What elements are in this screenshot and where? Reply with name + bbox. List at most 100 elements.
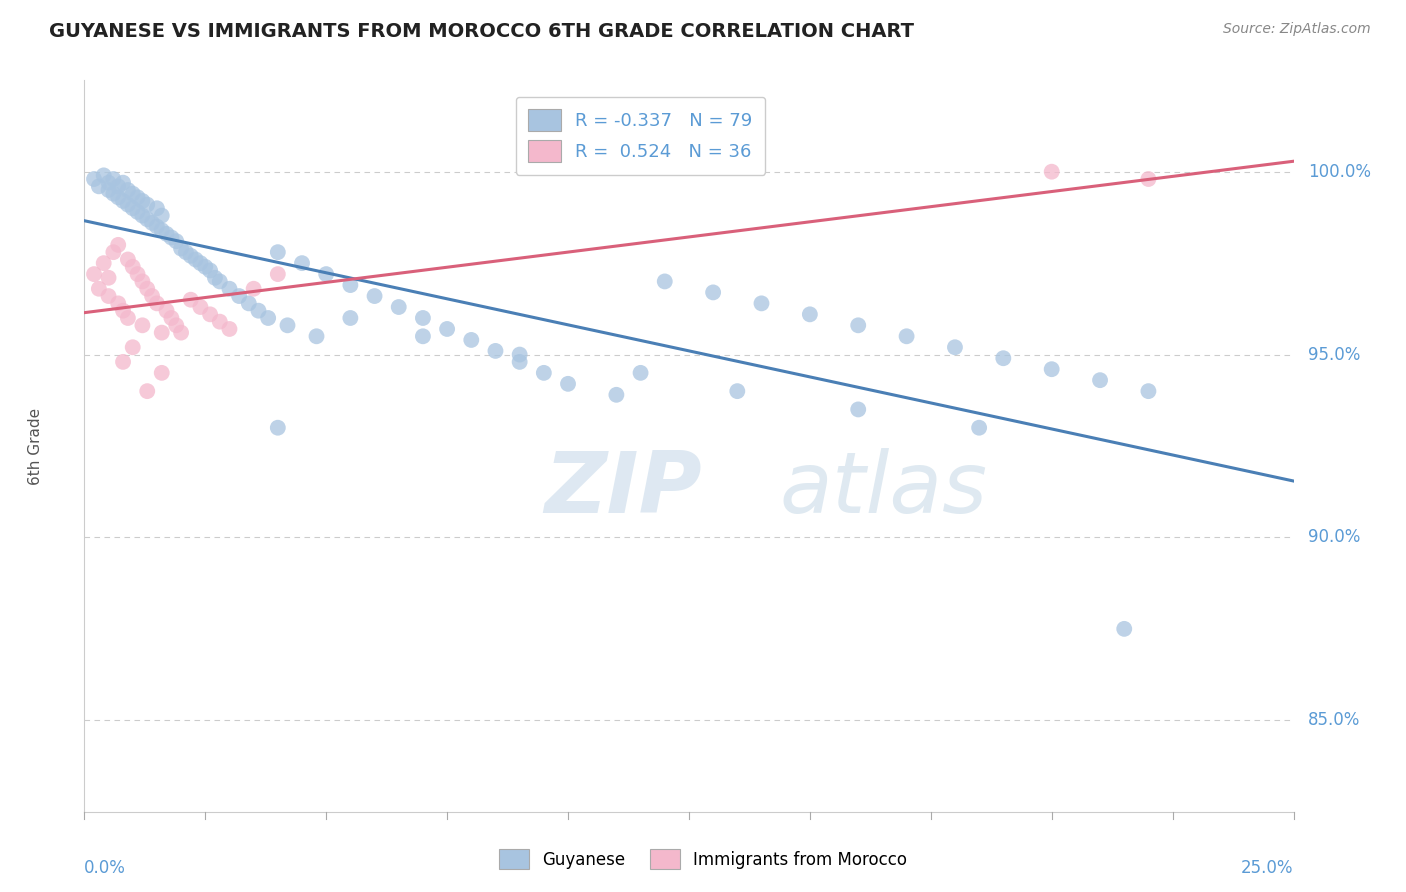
Point: [150, 326, 173, 340]
Point: [242, 282, 264, 296]
Legend: Guyanese, Immigrants from Morocco: Guyanese, Immigrants from Morocco: [489, 838, 917, 880]
Legend: R = -0.337   N = 79, R =  0.524   N = 36: R = -0.337 N = 79, R = 0.524 N = 36: [516, 96, 765, 175]
Point: [117, 311, 139, 326]
Point: [136, 212, 159, 227]
Point: [967, 420, 990, 434]
Point: [117, 197, 139, 211]
Point: [127, 267, 149, 281]
Point: [107, 238, 129, 252]
Point: [170, 242, 193, 256]
Text: 0.0%: 0.0%: [84, 859, 127, 877]
Point: [218, 282, 240, 296]
Point: [993, 351, 1015, 366]
Point: [107, 179, 129, 194]
Point: [93, 169, 115, 183]
Point: [97, 270, 120, 285]
Point: [141, 216, 163, 230]
Point: [127, 205, 149, 219]
Point: [896, 329, 918, 343]
Point: [751, 296, 773, 310]
Text: ZIP: ZIP: [544, 449, 702, 532]
Point: [190, 300, 212, 314]
Point: [87, 282, 110, 296]
Point: [267, 420, 290, 434]
Point: [943, 340, 966, 354]
Point: [436, 322, 458, 336]
Point: [121, 202, 143, 216]
Point: [305, 329, 328, 343]
Point: [121, 260, 143, 274]
Point: [1040, 164, 1063, 178]
Point: [146, 202, 169, 216]
Point: [630, 366, 652, 380]
Point: [412, 329, 434, 343]
Point: [174, 245, 197, 260]
Point: [141, 289, 163, 303]
Text: 100.0%: 100.0%: [1308, 162, 1371, 181]
Point: [228, 289, 250, 303]
Point: [165, 318, 187, 333]
Point: [702, 285, 724, 300]
Point: [339, 278, 361, 293]
Point: [117, 183, 139, 197]
Point: [97, 176, 120, 190]
Point: [83, 267, 105, 281]
Point: [557, 376, 579, 391]
Point: [160, 311, 183, 326]
Point: [218, 322, 240, 336]
Point: [93, 256, 115, 270]
Point: [208, 274, 231, 288]
Point: [846, 318, 869, 333]
Point: [107, 190, 129, 204]
Point: [165, 234, 187, 248]
Text: Source: ZipAtlas.com: Source: ZipAtlas.com: [1223, 22, 1371, 37]
Point: [1114, 622, 1136, 636]
Point: [136, 282, 159, 296]
Point: [363, 289, 385, 303]
Point: [160, 230, 183, 244]
Point: [103, 245, 125, 260]
Point: [121, 340, 143, 354]
Point: [150, 223, 173, 237]
Point: [131, 274, 153, 288]
Point: [136, 197, 159, 211]
Point: [190, 256, 212, 270]
Point: [87, 179, 110, 194]
Point: [184, 252, 207, 267]
Point: [247, 303, 270, 318]
Point: [533, 366, 555, 380]
Point: [1137, 384, 1160, 399]
Point: [112, 303, 135, 318]
Point: [131, 318, 153, 333]
Point: [1040, 362, 1063, 376]
Point: [605, 388, 627, 402]
Point: [97, 289, 120, 303]
Text: 85.0%: 85.0%: [1308, 711, 1361, 730]
Point: [170, 326, 193, 340]
Point: [198, 307, 221, 321]
Point: [257, 311, 280, 326]
Point: [315, 267, 337, 281]
Point: [136, 384, 159, 399]
Point: [127, 190, 149, 204]
Point: [103, 172, 125, 186]
Point: [412, 311, 434, 326]
Point: [112, 355, 135, 369]
Point: [276, 318, 298, 333]
Point: [83, 172, 105, 186]
Point: [107, 296, 129, 310]
Point: [180, 293, 202, 307]
Point: [112, 194, 135, 208]
Point: [388, 300, 411, 314]
Point: [1137, 172, 1160, 186]
Text: 6th Grade: 6th Grade: [28, 408, 44, 484]
Text: atlas: atlas: [780, 449, 987, 532]
Text: 25.0%: 25.0%: [1241, 859, 1294, 877]
Point: [484, 343, 506, 358]
Point: [339, 311, 361, 326]
Point: [131, 209, 153, 223]
Point: [799, 307, 821, 321]
Point: [97, 183, 120, 197]
Point: [654, 274, 676, 288]
Point: [150, 366, 173, 380]
